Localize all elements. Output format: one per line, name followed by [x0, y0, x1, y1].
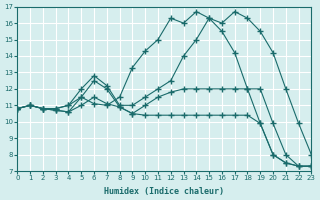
X-axis label: Humidex (Indice chaleur): Humidex (Indice chaleur) [104, 187, 224, 196]
